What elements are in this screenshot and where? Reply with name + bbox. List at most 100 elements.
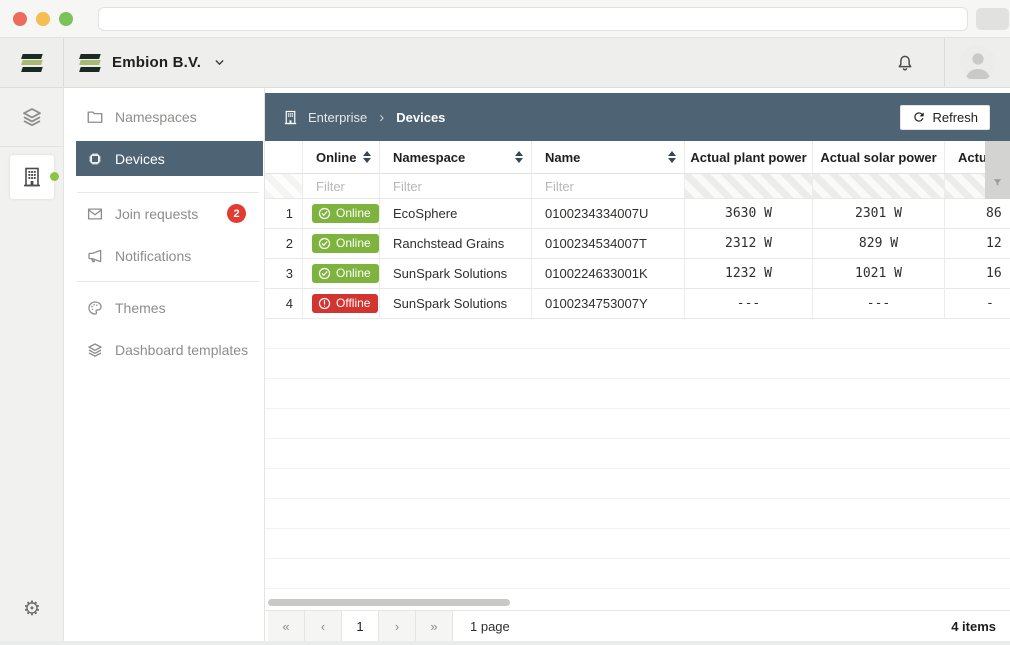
layers-icon [88, 342, 102, 357]
clipped-power-cell: - [986, 296, 994, 311]
address-bar[interactable] [98, 6, 968, 31]
building-icon [284, 110, 297, 124]
notifications-bell-button[interactable] [894, 52, 916, 74]
name-filter-input[interactable] [532, 174, 684, 198]
filter-cell-disabled [685, 174, 813, 198]
last-page-button[interactable]: » [416, 611, 453, 641]
column-header-namespace[interactable]: Namespace [380, 141, 532, 173]
namespace-cell: EcoSphere [380, 199, 532, 228]
status-badge: Offline [312, 294, 379, 313]
sidebar-item-label: Join requests [115, 205, 199, 222]
row-number-header [265, 141, 303, 173]
exclamation-circle-icon [318, 297, 331, 310]
sidebar-item-join-requests[interactable]: Join requests 2 [64, 197, 264, 230]
filter-cell-disabled [813, 174, 945, 198]
column-options-strip[interactable] [985, 141, 1010, 199]
close-window-button[interactable] [13, 11, 27, 26]
next-page-button[interactable]: › [379, 611, 416, 641]
namespace-cell: Ranchstead Grains [380, 229, 532, 258]
join-requests-badge: 2 [227, 204, 246, 223]
table-row[interactable]: 1 Online EcoSphere 0100234334007U 3630 W… [265, 199, 1010, 229]
table-header-row: Online Namespace Name Actual plant power… [265, 141, 1010, 174]
window-bottom-edge [0, 641, 1010, 645]
sidebar-item-notifications[interactable]: Notifications [64, 239, 264, 272]
sidebar: Namespaces Devices Join requests 2 Notif… [64, 88, 265, 645]
clipped-power-cell: 86 [986, 206, 1002, 221]
breadcrumb: Enterprise › Devices Refresh [265, 93, 1010, 141]
table-filter-row [265, 174, 1010, 199]
refresh-label: Refresh [932, 109, 978, 125]
current-page-button[interactable]: 1 [342, 611, 379, 641]
pager: « ‹ 1 › » [268, 611, 453, 641]
sidebar-item-themes[interactable]: Themes [64, 291, 264, 324]
folder-icon [87, 110, 103, 123]
check-circle-icon [318, 267, 331, 280]
online-filter-input[interactable] [303, 174, 379, 198]
items-count-label: 4 items [951, 618, 996, 634]
solar-power-cell: 2301 W [813, 199, 945, 228]
sidebar-item-label: Dashboard templates [115, 341, 249, 358]
devices-table: Online Namespace Name Actual plant power… [265, 141, 1010, 319]
first-page-button[interactable]: « [268, 611, 305, 641]
check-circle-icon [318, 207, 331, 220]
sidebar-item-label: Themes [115, 299, 166, 316]
browser-control-button[interactable] [976, 7, 1009, 30]
column-header-online[interactable]: Online [303, 141, 380, 173]
minimize-window-button[interactable] [36, 11, 50, 26]
refresh-button[interactable]: Refresh [900, 104, 990, 130]
name-cell: 0100234334007U [532, 199, 685, 228]
sidebar-item-devices[interactable]: Devices [76, 141, 263, 176]
table-row[interactable]: 3 Online SunSpark Solutions 010022463300… [265, 259, 1010, 289]
status-badge: Online [312, 204, 379, 223]
sort-icon[interactable] [668, 151, 676, 163]
check-circle-icon [318, 237, 331, 250]
embion-logo-icon [20, 53, 43, 72]
column-header-clipped: Actu [958, 149, 987, 165]
refresh-icon [914, 112, 925, 122]
namespace-filter-input[interactable] [380, 174, 531, 198]
sidebar-divider [77, 192, 259, 193]
building-icon [23, 167, 40, 187]
solar-power-cell: 829 W [813, 229, 945, 258]
solar-power-cell: --- [813, 289, 945, 318]
rail-templates-button[interactable] [20, 105, 44, 129]
page-count-label: 1 page [470, 618, 510, 634]
column-header-name[interactable]: Name [532, 141, 685, 173]
table-row[interactable]: 2 Online Ranchstead Grains 0100234534007… [265, 229, 1010, 259]
breadcrumb-current: Devices [396, 109, 446, 125]
sidebar-item-label: Namespaces [115, 108, 197, 125]
clipped-power-cell: 16 [986, 266, 1002, 281]
rail-enterprise-button[interactable] [9, 155, 59, 199]
sort-icon[interactable] [515, 151, 523, 163]
browser-bar [0, 0, 1010, 38]
app-logo-button[interactable] [20, 53, 43, 72]
company-selector[interactable]: Embion B.V. [79, 53, 226, 72]
breadcrumb-enterprise-link[interactable]: Enterprise [308, 109, 368, 125]
chip-icon [89, 153, 101, 164]
sidebar-item-namespaces[interactable]: Namespaces [64, 100, 264, 133]
name-cell: 0100234534007T [532, 229, 685, 258]
user-avatar[interactable] [960, 44, 996, 81]
column-header-solar-power: Actual solar power [813, 141, 945, 173]
sidebar-item-label: Devices [115, 150, 165, 167]
palette-icon [88, 300, 102, 315]
settings-gear-button[interactable]: ⚙ [0, 599, 64, 619]
megaphone-icon [88, 249, 102, 262]
sidebar-item-dashboard-templates[interactable]: Dashboard templates [64, 333, 264, 366]
scrollbar-thumb[interactable] [268, 599, 510, 606]
online-status-dot [49, 172, 59, 181]
column-header-plant-power: Actual plant power [685, 141, 813, 173]
bell-icon [898, 55, 912, 71]
table-row[interactable]: 4 Offline SunSpark Solutions 01002347530… [265, 289, 1010, 319]
chevron-down-icon [215, 60, 224, 66]
sort-icon[interactable] [363, 151, 371, 163]
filter-cell-online [303, 174, 380, 198]
filter-cell-namespace [380, 174, 532, 198]
clipped-power-cell: 12 [986, 236, 1002, 251]
window-controls [13, 11, 73, 26]
status-badge: Online [312, 264, 379, 283]
maximize-window-button[interactable] [59, 11, 73, 26]
solar-power-cell: 1021 W [813, 259, 945, 288]
filter-cell-name [532, 174, 685, 198]
prev-page-button[interactable]: ‹ [305, 611, 342, 641]
